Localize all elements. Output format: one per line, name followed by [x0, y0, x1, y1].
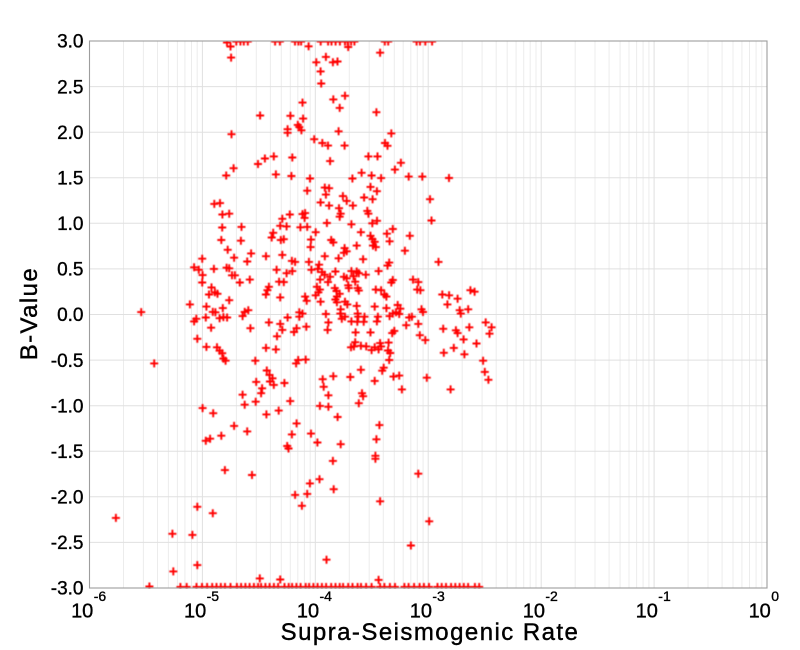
svg-text:10: 10 — [297, 601, 319, 623]
svg-text:-1.0: -1.0 — [51, 396, 84, 417]
svg-text:-1.5: -1.5 — [51, 442, 84, 463]
svg-text:-1: -1 — [658, 588, 671, 604]
svg-text:-0.5: -0.5 — [51, 351, 84, 372]
svg-text:1.5: 1.5 — [57, 168, 83, 189]
svg-text:10: 10 — [749, 601, 771, 623]
svg-text:10: 10 — [410, 601, 432, 623]
svg-text:10: 10 — [71, 601, 93, 623]
svg-text:0: 0 — [771, 588, 779, 604]
svg-text:-5: -5 — [207, 588, 220, 604]
svg-text:0.5: 0.5 — [57, 260, 83, 281]
svg-text:-2: -2 — [545, 588, 558, 604]
svg-text:Supra-Seismogenic Rate: Supra-Seismogenic Rate — [281, 619, 580, 646]
svg-text:-3: -3 — [432, 588, 445, 604]
svg-text:10: 10 — [184, 601, 206, 623]
svg-text:2.5: 2.5 — [57, 77, 83, 98]
svg-text:3.0: 3.0 — [57, 32, 83, 53]
svg-text:-2.5: -2.5 — [51, 533, 84, 554]
svg-text:1.0: 1.0 — [57, 214, 83, 235]
svg-text:-6: -6 — [94, 588, 107, 604]
svg-text:-3.0: -3.0 — [51, 579, 84, 600]
svg-text:2.0: 2.0 — [57, 123, 83, 144]
svg-text:B-Value: B-Value — [16, 267, 43, 360]
svg-text:0.0: 0.0 — [57, 305, 83, 326]
svg-text:10: 10 — [636, 601, 658, 623]
svg-text:-4: -4 — [320, 588, 333, 604]
svg-text:10: 10 — [523, 601, 545, 623]
svg-text:-2.0: -2.0 — [51, 488, 84, 509]
